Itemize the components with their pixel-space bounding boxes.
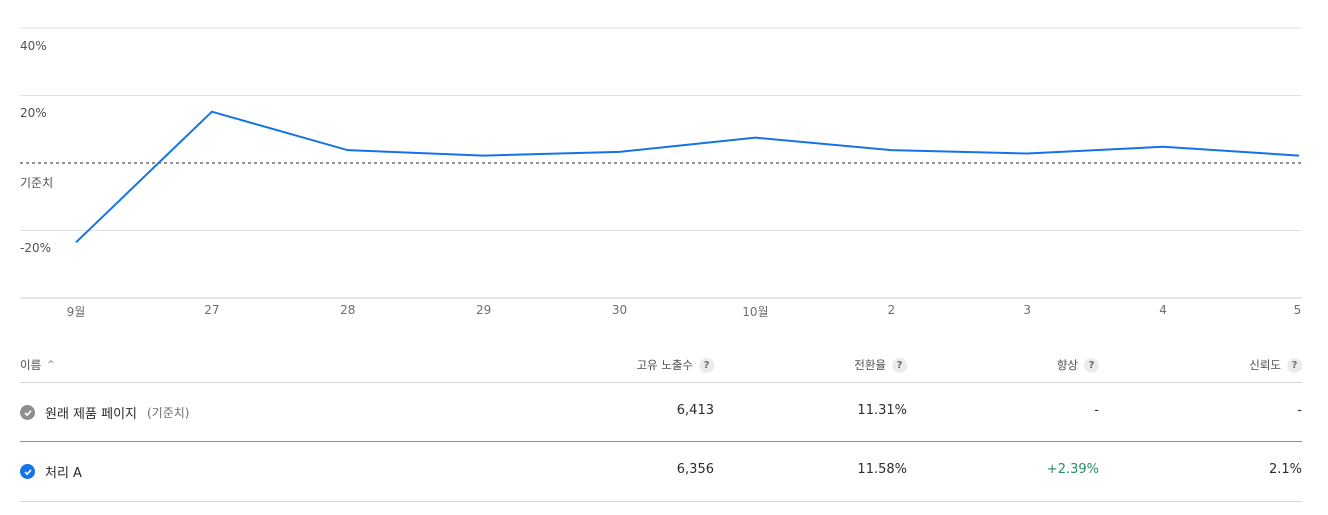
table-header: 이름 ^ 고유 노출수 ? 전환율 ? 향상 ? 신뢰도 ? <box>20 348 1302 383</box>
confidence-value: 2.1% <box>1268 462 1302 477</box>
table-row[interactable]: 원래 제품 페이지 (기준치) 6,413 11.31% - - <box>20 383 1302 442</box>
chart-gridlines <box>20 27 1302 299</box>
conversion-rate-value: 11.58% <box>857 462 907 477</box>
x-tick-label: 30 <box>611 303 628 317</box>
help-icon[interactable]: ? <box>1084 357 1099 373</box>
help-icon[interactable]: ? <box>1287 357 1302 373</box>
conversion-rate-value: 11.31% <box>857 403 907 418</box>
baseline-label: 기준치 <box>20 176 54 190</box>
unique-visitors-value: 6,413 <box>676 403 714 418</box>
table-row[interactable]: 처리 A 6,356 11.58% +2.39% 2.1% <box>20 442 1302 502</box>
y-tick-label: 40% <box>20 39 47 53</box>
confidence-column-header: 신뢰도 ? <box>1249 357 1302 373</box>
lift-column-header: 향상 ? <box>1057 357 1099 373</box>
conversion-rate-header-label: 전환율 <box>854 358 886 372</box>
baseline-tag: (기준치) <box>147 406 190 420</box>
x-tick-label: 10월 <box>742 305 769 319</box>
confidence-header-label: 신뢰도 <box>1249 358 1281 372</box>
x-tick-label: 28 <box>340 303 356 317</box>
lift-value: - <box>1094 403 1099 418</box>
confidence-value: - <box>1297 403 1302 418</box>
lift-header-label: 향상 <box>1056 358 1078 372</box>
experience-name-cell: 원래 제품 페이지 (기준치) <box>20 403 189 422</box>
x-tick-label: 9월 <box>66 305 86 319</box>
experience-name: 원래 제품 페이지 <box>45 407 137 422</box>
lift-value: +2.39% <box>1046 462 1099 477</box>
experience-name: 처리 A <box>45 466 82 481</box>
line-chart <box>20 27 1302 299</box>
unique-visitors-value: 6,356 <box>676 462 714 477</box>
name-column-header[interactable]: 이름 ^ <box>20 357 55 373</box>
sort-ascending-icon[interactable]: ^ <box>47 360 55 370</box>
conversion-rate-column-header: 전환율 ? <box>854 357 907 373</box>
unique-visitors-column-header: 고유 노출수 ? <box>636 357 714 373</box>
x-tick-label: 27 <box>204 303 220 317</box>
y-tick-label: 20% <box>20 106 47 120</box>
x-tick-label: 4 <box>1159 303 1167 317</box>
name-header-label: 이름 <box>20 358 42 372</box>
x-tick-label: 3 <box>1023 303 1032 317</box>
help-icon[interactable]: ? <box>699 357 714 373</box>
series-line <box>75 110 1300 244</box>
help-icon[interactable]: ? <box>892 357 907 373</box>
x-tick-label: 5 <box>1293 303 1302 317</box>
x-tick-label: 29 <box>476 303 492 317</box>
unique-visitors-header-label: 고유 노출수 <box>636 358 693 372</box>
experience-name-cell: 처리 A <box>20 462 82 481</box>
check-circle-icon <box>20 405 35 420</box>
check-circle-icon[interactable] <box>20 464 35 479</box>
results-table: 이름 ^ 고유 노출수 ? 전환율 ? 향상 ? 신뢰도 ? 원래 제품 페이지… <box>20 348 1302 502</box>
x-tick-label: 2 <box>887 303 896 317</box>
y-tick-label: -20% <box>20 241 52 255</box>
